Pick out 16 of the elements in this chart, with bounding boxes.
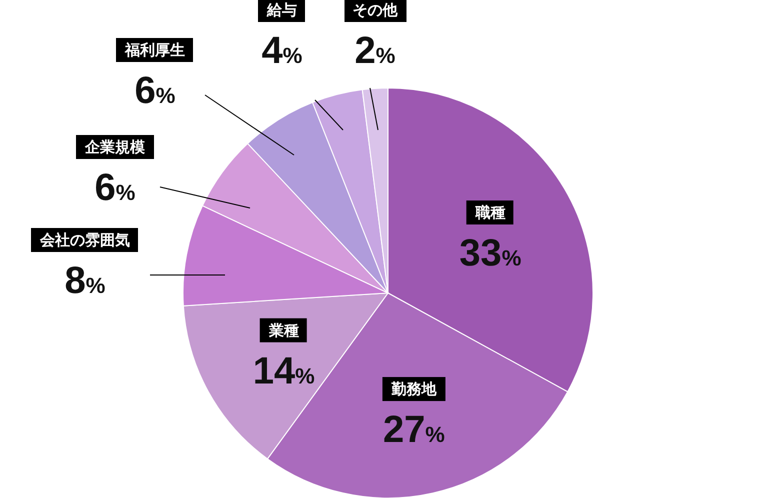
slice-label: 給与 [266,1,297,19]
data-label: 6% [134,70,176,112]
slice-label: 業種 [268,321,299,340]
data-label: 6% [94,167,136,209]
slice-label: 職種 [474,203,506,222]
data-label: 2% [354,30,396,72]
slice-label: その他 [352,1,398,19]
slice-label: 勤務地 [390,380,438,398]
data-label: 33% [459,232,522,274]
data-label: 27% [383,409,445,452]
slice-label: 企業規模 [84,138,146,156]
data-label: 4% [262,30,302,72]
slice-label: 会社の雰囲気 [39,231,130,249]
data-label: 8% [64,260,106,302]
data-label: 14% [252,350,315,392]
slice-label: 福利厚生 [124,41,185,59]
